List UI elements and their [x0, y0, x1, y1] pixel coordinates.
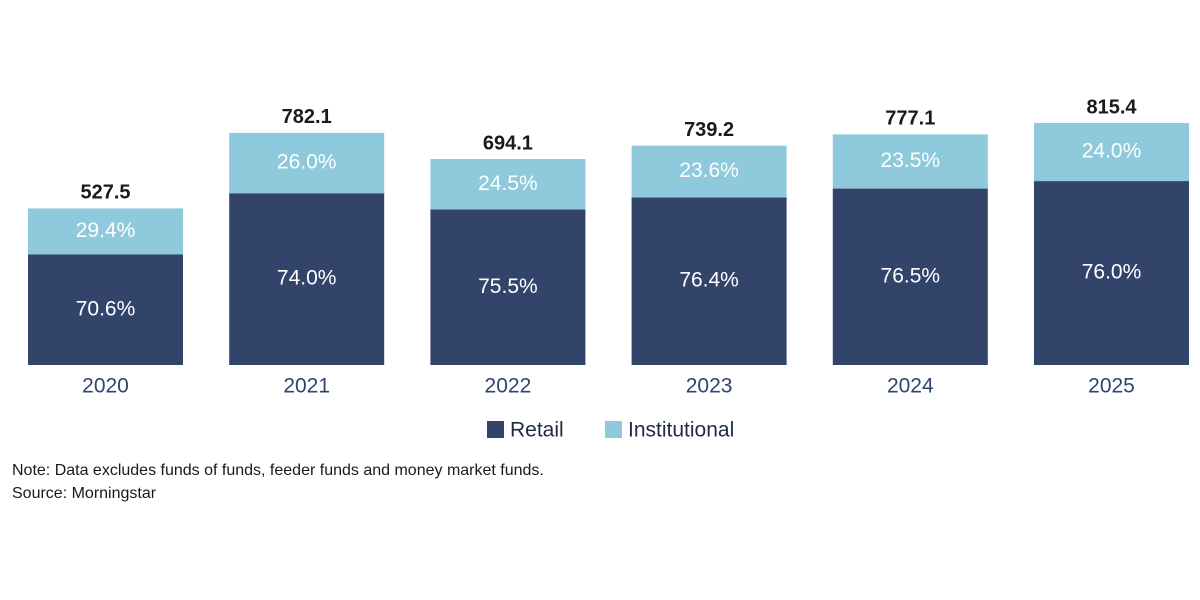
source: Source: Morningstar — [12, 485, 157, 502]
data-label: 74.0% — [277, 267, 337, 290]
x-tick-label: 2021 — [283, 375, 330, 398]
note: Note: Data excludes funds of funds, feed… — [12, 462, 544, 479]
x-tick-label: 2022 — [485, 375, 532, 398]
bar-segment — [1034, 181, 1189, 365]
total-label: 815.4 — [1086, 96, 1137, 118]
bar-segment — [28, 254, 183, 365]
data-label: 24.0% — [1082, 140, 1142, 163]
total-label: 694.1 — [483, 132, 533, 154]
data-label: 29.4% — [76, 219, 136, 242]
bar-segment — [832, 188, 988, 365]
legend-swatch — [605, 421, 622, 438]
x-tick-label: 2025 — [1088, 375, 1135, 398]
data-label: 26.0% — [277, 151, 337, 174]
total-label: 782.1 — [282, 106, 332, 128]
data-label: 70.6% — [76, 297, 136, 320]
x-tick-label: 2024 — [887, 375, 934, 398]
bar-segment — [631, 197, 787, 365]
data-label: 76.4% — [679, 269, 739, 292]
legend-swatch — [487, 421, 504, 438]
data-label: 75.5% — [478, 275, 538, 298]
legend-label: Retail — [510, 419, 564, 442]
data-label: 23.5% — [881, 149, 941, 172]
bar-segment — [832, 134, 988, 189]
bar-segment — [1034, 123, 1189, 182]
total-label: 527.5 — [80, 182, 130, 204]
x-tick-label: 2020 — [82, 375, 129, 398]
bar-segment — [430, 159, 586, 210]
legend-label: Institutional — [628, 419, 734, 442]
bar-segment — [229, 132, 385, 194]
data-label: 23.6% — [679, 159, 739, 182]
x-tick-label: 2023 — [686, 375, 733, 398]
data-label: 76.0% — [1082, 261, 1142, 284]
data-label: 76.5% — [881, 264, 941, 287]
bar-segment — [28, 208, 183, 255]
data-label: 24.5% — [478, 172, 538, 195]
total-label: 739.2 — [684, 119, 734, 141]
bar-segment — [631, 145, 787, 198]
bar-segment — [229, 193, 385, 365]
total-label: 777.1 — [885, 108, 935, 130]
bar-segment — [430, 209, 586, 365]
